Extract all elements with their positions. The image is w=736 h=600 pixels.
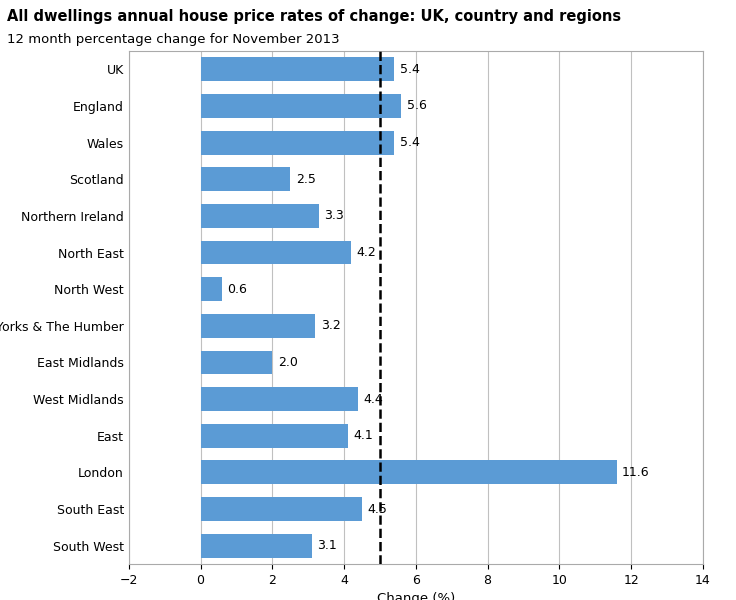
Text: 4.5: 4.5: [367, 503, 387, 515]
Text: 3.1: 3.1: [317, 539, 337, 552]
Bar: [200, 534, 312, 557]
Bar: [200, 58, 394, 81]
Bar: [200, 460, 617, 484]
Text: 11.6: 11.6: [622, 466, 650, 479]
Text: 0.6: 0.6: [227, 283, 247, 296]
Bar: [200, 350, 272, 374]
Text: 3.3: 3.3: [325, 209, 344, 223]
Text: 5.4: 5.4: [400, 136, 420, 149]
Bar: [200, 94, 402, 118]
Bar: [200, 424, 347, 448]
Bar: [200, 167, 290, 191]
Text: 5.6: 5.6: [407, 100, 427, 112]
Bar: [200, 241, 351, 265]
Bar: [200, 387, 358, 411]
Text: 2.5: 2.5: [296, 173, 316, 186]
Text: 4.4: 4.4: [364, 392, 383, 406]
Text: 2.0: 2.0: [277, 356, 297, 369]
Bar: [200, 314, 316, 338]
Text: All dwellings annual house price rates of change: UK, country and regions: All dwellings annual house price rates o…: [7, 9, 621, 24]
Bar: [200, 497, 362, 521]
Text: 3.2: 3.2: [321, 319, 341, 332]
Text: 5.4: 5.4: [400, 63, 420, 76]
X-axis label: Change (%): Change (%): [377, 592, 455, 600]
Text: 12 month percentage change for November 2013: 12 month percentage change for November …: [7, 33, 340, 46]
Bar: [200, 204, 319, 228]
Text: 4.2: 4.2: [357, 246, 376, 259]
Bar: [200, 131, 394, 155]
Text: 4.1: 4.1: [353, 429, 373, 442]
Bar: [200, 277, 222, 301]
